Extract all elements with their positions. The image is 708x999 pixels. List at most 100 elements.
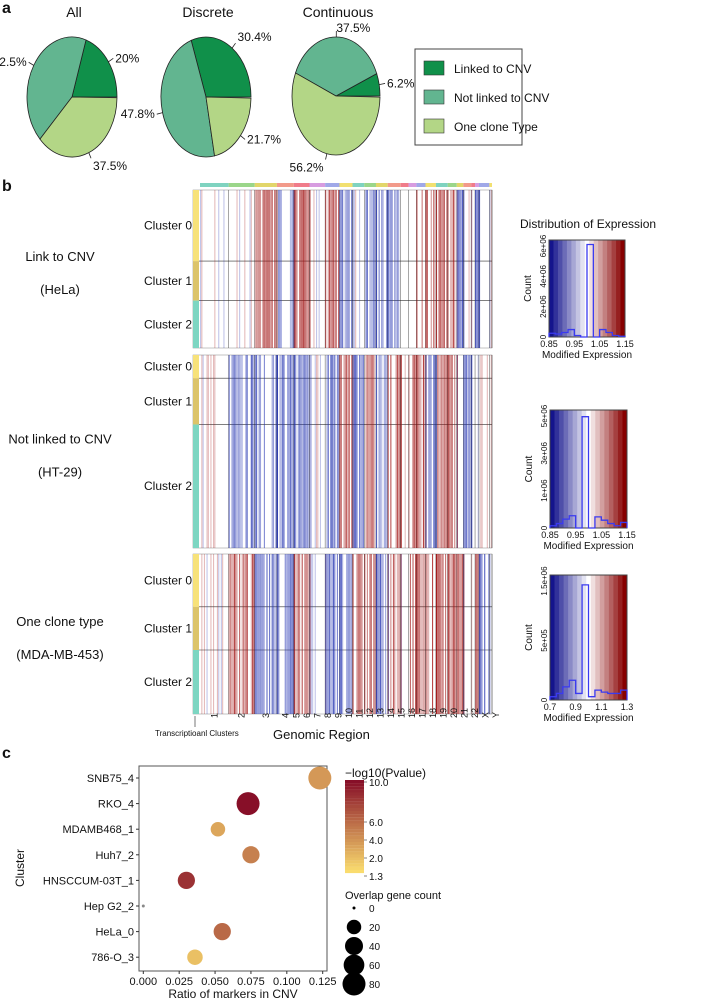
heatmap-stripe — [345, 190, 348, 348]
cluster-bar — [193, 355, 199, 379]
heatmap-stripe — [484, 554, 486, 714]
heatmap-stripe — [386, 190, 388, 348]
histogram-gradient-band — [590, 575, 596, 700]
heatmap-stripe — [396, 190, 398, 348]
heatmap-stripe — [381, 190, 383, 348]
heatmap-panel — [192, 189, 493, 349]
chromosome-label: 19 — [439, 708, 449, 718]
heatmap-stripe — [451, 355, 453, 548]
heatmap-stripe — [297, 554, 299, 714]
heatmap-stripe — [336, 355, 338, 548]
heatmap-stripe — [351, 554, 353, 714]
heatmap-stripe — [262, 190, 264, 348]
heatmap-stripe — [275, 190, 277, 348]
x-tick-label: 0.85 — [541, 530, 559, 540]
heatmap-stripe — [295, 355, 297, 548]
heatmap-stripe — [478, 554, 481, 714]
pie-title: Continuous — [303, 4, 374, 20]
heatmap-stripe — [288, 355, 290, 548]
dot — [210, 821, 226, 837]
heatmap-stripe — [304, 554, 306, 714]
heatmap-stripe — [458, 190, 460, 348]
heatmap-stripe — [357, 554, 359, 714]
heatmap-stripe — [253, 355, 255, 548]
heatmap-stripe — [386, 355, 388, 548]
pie-label: 21.7% — [247, 132, 281, 146]
heatmap-panel — [192, 553, 493, 715]
heatmap-stripe — [471, 554, 473, 714]
heatmap-stripe — [373, 355, 375, 548]
heatmap-stripe — [425, 554, 427, 714]
heatmap-stripe — [365, 355, 367, 548]
heatmap-stripe — [471, 355, 473, 548]
heatmap-stripe — [278, 554, 280, 714]
heatmap-stripe — [287, 554, 289, 714]
size-legend-label: 0 — [369, 904, 375, 915]
color-legend-band — [345, 842, 364, 846]
heatmap-stripe — [366, 355, 368, 548]
heatmap-stripe — [456, 190, 458, 348]
color-legend-band — [345, 798, 364, 802]
color-legend-band — [345, 835, 364, 839]
heatmap-stripe — [317, 355, 319, 548]
heatmap-stripe — [353, 190, 355, 348]
histogram-gradient-band — [549, 240, 554, 337]
heatmap-stripe — [349, 554, 351, 714]
heatmap-stripe — [409, 554, 411, 714]
heatmap-stripe — [274, 190, 276, 348]
heatmap-stripe — [446, 190, 448, 348]
x-tick-label: 0.050 — [201, 976, 229, 988]
heatmap-stripe — [356, 355, 358, 548]
cluster-label: Cluster 0 — [144, 573, 192, 587]
histogram-gradient-band — [563, 410, 569, 528]
heatmap-stripe — [394, 554, 396, 714]
heatmap-stripe — [344, 355, 346, 548]
cluster-label: Cluster 2 — [144, 317, 192, 331]
heatmap-stripe — [450, 554, 452, 714]
heatmap-stripe — [279, 355, 281, 548]
y-tick-label: 0 — [540, 697, 549, 702]
histogram-gradient-band — [550, 575, 556, 700]
heatmap-stripe — [374, 190, 376, 348]
size-legend-dot — [342, 972, 366, 996]
heatmap-stripe — [454, 554, 456, 714]
pie-slice — [71, 39, 118, 98]
color-legend-band — [345, 845, 364, 849]
heatmap-stripe — [396, 355, 398, 548]
heatmap-stripe — [438, 554, 440, 714]
chromosome-color-bar — [228, 183, 255, 187]
heatmap-stripe — [460, 554, 462, 714]
heatmap-stripe — [490, 190, 492, 348]
x-tick-label: 0.95 — [566, 339, 584, 349]
histogram-gradient-band — [559, 410, 565, 528]
heatmap-stripe — [232, 554, 234, 714]
heatmap-frame — [192, 553, 493, 715]
heatmap-stripe — [214, 190, 216, 348]
heatmap-stripe — [476, 190, 478, 348]
color-legend-band — [345, 838, 364, 843]
heatmap-stripe — [325, 554, 327, 714]
heatmap-stripe — [235, 554, 237, 714]
heatmap-stripe — [245, 554, 247, 714]
heatmap-stripe — [417, 554, 419, 714]
histogram-gradient-band — [613, 410, 619, 528]
heatmap-stripe — [352, 554, 354, 714]
heatmap-stripe — [236, 355, 238, 548]
heatmap-stripe — [334, 355, 336, 548]
histogram-gradient-band — [581, 410, 587, 528]
heatmap-stripe — [222, 554, 224, 714]
heatmap-stripe — [463, 554, 465, 714]
heatmap-stripe — [254, 554, 256, 714]
heatmap-stripe — [216, 554, 218, 714]
histogram-gradient-band — [550, 410, 556, 528]
heatmap-stripe — [250, 554, 252, 714]
heatmap-stripe — [442, 190, 444, 348]
heatmap-stripe — [345, 554, 348, 714]
heatmap-stripe — [252, 554, 254, 714]
dot — [213, 922, 231, 941]
color-legend-band — [345, 854, 364, 858]
heatmap-stripe — [236, 190, 238, 348]
size-legend-title: Overlap gene count — [345, 890, 441, 902]
heatmap-stripe — [231, 355, 233, 548]
